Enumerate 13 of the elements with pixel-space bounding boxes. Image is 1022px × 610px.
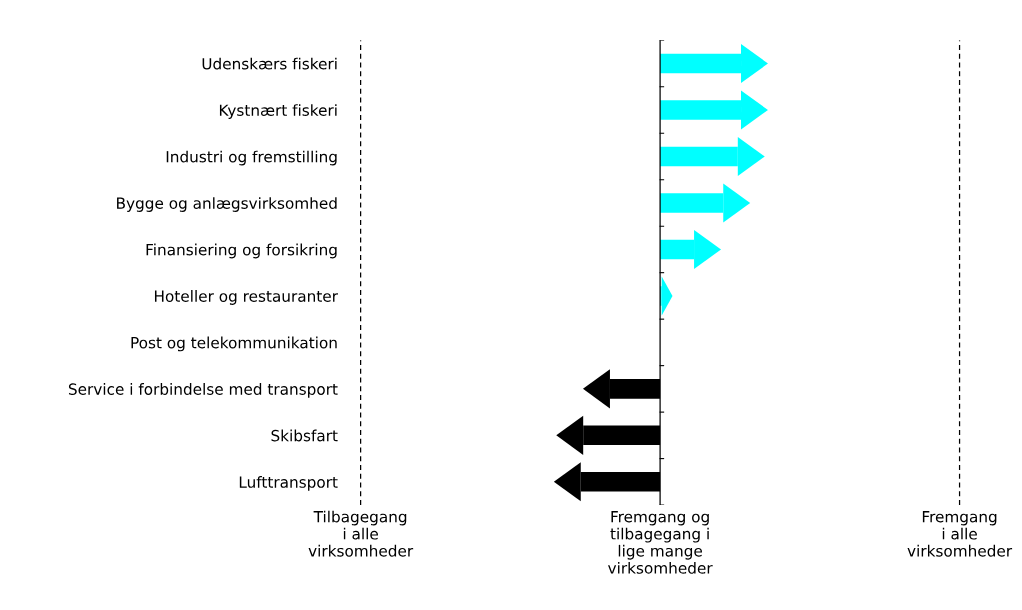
y-tick-label: Kystnært fiskeri	[219, 104, 337, 119]
y-tick-label: Service i forbindelse med transport	[68, 383, 338, 398]
y-tick-label: Udenskærs fiskeri	[202, 57, 337, 70]
text: Fremgang og tilbagegang i lige mange virksomheder	[608, 511, 713, 574]
ref-line-label: Tilbagegang i alle virksomheder	[308, 510, 414, 557]
y-tick-label: Bygge og anlægsvirksomhed	[117, 197, 337, 212]
ref-line-label: Fremgang i alle virksomheder	[907, 511, 1013, 557]
y-tick-label: Skibsfart	[271, 429, 338, 442]
y-tick-label: Finansiering og forsikring	[146, 243, 337, 259]
y-tick-label: Hoteller og restauranter	[154, 290, 338, 305]
y-tick-label: Industri og fremstilling	[166, 150, 337, 166]
y-tick-label: Lufttransport	[239, 476, 338, 491]
y-tick-label: Post og telekommunikation	[131, 336, 337, 352]
